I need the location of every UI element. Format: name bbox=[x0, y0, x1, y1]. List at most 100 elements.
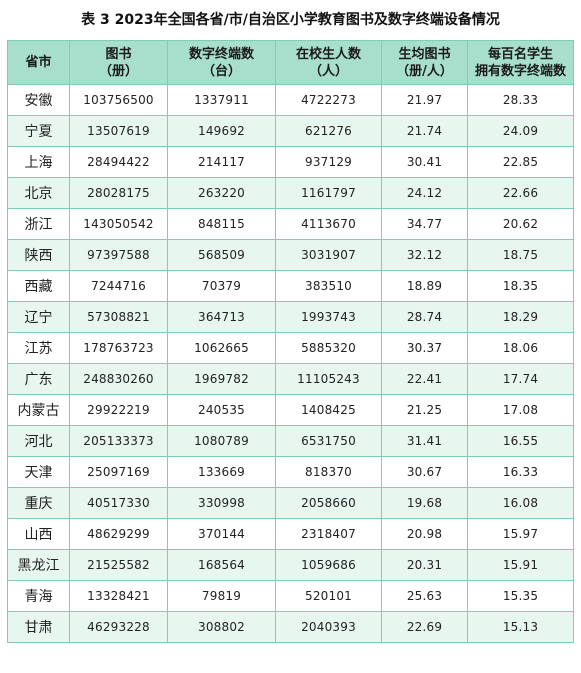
cell-books: 21525582 bbox=[69, 549, 168, 581]
cell-terminals-per-100: 18.35 bbox=[467, 270, 574, 302]
cell-books: 205133373 bbox=[69, 425, 168, 457]
cell-terminals: 308802 bbox=[167, 611, 276, 643]
cell-books: 28494422 bbox=[69, 146, 168, 178]
header-books-unit: （册） bbox=[98, 63, 138, 79]
table-row: 陕西 97397588 568509 3031907 32.12 18.75 bbox=[7, 239, 574, 271]
cell-terminals-per-100: 16.33 bbox=[467, 456, 574, 488]
cell-terminals-per-100: 28.33 bbox=[467, 84, 574, 116]
header-row: 省市 图书 （册） 数字终端数 （台） 在校生人数 （人） 生均图书 （册/人） bbox=[7, 40, 574, 85]
table-row: 上海 28494422 214117 937129 30.41 22.85 bbox=[7, 146, 574, 178]
cell-books-per-student: 34.77 bbox=[381, 208, 468, 240]
cell-terminals-per-100: 16.08 bbox=[467, 487, 574, 519]
cell-terminals-per-100: 18.75 bbox=[467, 239, 574, 271]
header-terminals-per-100-unit: 拥有数字终端数 bbox=[474, 63, 566, 79]
cell-province: 西藏 bbox=[7, 270, 70, 302]
header-terminals-per-100: 每百名学生 拥有数字终端数 bbox=[467, 40, 574, 85]
cell-books: 25097169 bbox=[69, 456, 168, 488]
table-row: 广东 248830260 1969782 11105243 22.41 17.74 bbox=[7, 363, 574, 395]
table-row: 黑龙江 21525582 168564 1059686 20.31 15.91 bbox=[7, 549, 574, 581]
cell-terminals: 79819 bbox=[167, 580, 276, 612]
cell-books: 248830260 bbox=[69, 363, 168, 395]
cell-books: 97397588 bbox=[69, 239, 168, 271]
cell-province: 上海 bbox=[7, 146, 70, 178]
cell-books: 103756500 bbox=[69, 84, 168, 116]
table-row: 山西 48629299 370144 2318407 20.98 15.97 bbox=[7, 518, 574, 550]
table-row: 甘肃 46293228 308802 2040393 22.69 15.13 bbox=[7, 611, 574, 643]
cell-books-per-student: 20.98 bbox=[381, 518, 468, 550]
cell-terminals: 1337911 bbox=[167, 84, 276, 116]
cell-terminals: 168564 bbox=[167, 549, 276, 581]
cell-students: 1161797 bbox=[275, 177, 382, 209]
cell-terminals: 1080789 bbox=[167, 425, 276, 457]
cell-books-per-student: 18.89 bbox=[381, 270, 468, 302]
cell-terminals-per-100: 22.66 bbox=[467, 177, 574, 209]
cell-province: 河北 bbox=[7, 425, 70, 457]
cell-books-per-student: 31.41 bbox=[381, 425, 468, 457]
header-terminals: 数字终端数 （台） bbox=[167, 40, 276, 85]
data-table: 省市 图书 （册） 数字终端数 （台） 在校生人数 （人） 生均图书 （册/人） bbox=[7, 40, 574, 643]
table-body: 安徽 103756500 1337911 4722273 21.97 28.33 宁夏 135… bbox=[7, 84, 574, 643]
cell-province: 北京 bbox=[7, 177, 70, 209]
cell-terminals-per-100: 20.62 bbox=[467, 208, 574, 240]
cell-province: 内蒙古 bbox=[7, 394, 70, 426]
cell-terminals: 848115 bbox=[167, 208, 276, 240]
cell-terminals-per-100: 17.74 bbox=[467, 363, 574, 395]
header-students-label: 在校生人数 bbox=[295, 46, 361, 62]
header-terminals-per-100-label: 每百名学生 bbox=[487, 46, 553, 62]
cell-books-per-student: 19.68 bbox=[381, 487, 468, 519]
cell-terminals: 263220 bbox=[167, 177, 276, 209]
cell-books: 46293228 bbox=[69, 611, 168, 643]
cell-terminals-per-100: 17.08 bbox=[467, 394, 574, 426]
cell-province: 甘肃 bbox=[7, 611, 70, 643]
header-books: 图书 （册） bbox=[69, 40, 168, 85]
cell-province: 安徽 bbox=[7, 84, 70, 116]
cell-books: 178763723 bbox=[69, 332, 168, 364]
cell-books: 13507619 bbox=[69, 115, 168, 147]
table-row: 重庆 40517330 330998 2058660 19.68 16.08 bbox=[7, 487, 574, 519]
header-students-unit: （人） bbox=[308, 63, 348, 79]
table-row: 北京 28028175 263220 1161797 24.12 22.66 bbox=[7, 177, 574, 209]
cell-terminals: 70379 bbox=[167, 270, 276, 302]
cell-students: 818370 bbox=[275, 456, 382, 488]
table-row: 江苏 178763723 1062665 5885320 30.37 18.06 bbox=[7, 332, 574, 364]
cell-terminals-per-100: 15.35 bbox=[467, 580, 574, 612]
table-row: 浙江 143050542 848115 4113670 34.77 20.62 bbox=[7, 208, 574, 240]
table-row: 河北 205133373 1080789 6531750 31.41 16.55 bbox=[7, 425, 574, 457]
cell-students: 1059686 bbox=[275, 549, 382, 581]
table-row: 宁夏 13507619 149692 621276 21.74 24.09 bbox=[7, 115, 574, 147]
header-students: 在校生人数 （人） bbox=[275, 40, 382, 85]
cell-books: 143050542 bbox=[69, 208, 168, 240]
cell-books-per-student: 21.25 bbox=[381, 394, 468, 426]
cell-books-per-student: 30.67 bbox=[381, 456, 468, 488]
header-books-per-student-label: 生均图书 bbox=[398, 46, 451, 62]
cell-province: 青海 bbox=[7, 580, 70, 612]
cell-terminals-per-100: 24.09 bbox=[467, 115, 574, 147]
cell-books: 7244716 bbox=[69, 270, 168, 302]
cell-terminals-per-100: 16.55 bbox=[467, 425, 574, 457]
header-province: 省市 bbox=[7, 40, 70, 85]
table-row: 辽宁 57308821 364713 1993743 28.74 18.29 bbox=[7, 301, 574, 333]
table-row: 青海 13328421 79819 520101 25.63 15.35 bbox=[7, 580, 574, 612]
cell-books-per-student: 22.69 bbox=[381, 611, 468, 643]
cell-books-per-student: 30.41 bbox=[381, 146, 468, 178]
table-row: 天津 25097169 133669 818370 30.67 16.33 bbox=[7, 456, 574, 488]
cell-terminals: 330998 bbox=[167, 487, 276, 519]
cell-province: 天津 bbox=[7, 456, 70, 488]
cell-terminals-per-100: 18.06 bbox=[467, 332, 574, 364]
cell-students: 5885320 bbox=[275, 332, 382, 364]
header-province-label: 省市 bbox=[25, 55, 52, 70]
table-row: 安徽 103756500 1337911 4722273 21.97 28.33 bbox=[7, 84, 574, 116]
table-row: 内蒙古 29922219 240535 1408425 21.25 17.08 bbox=[7, 394, 574, 426]
cell-terminals: 364713 bbox=[167, 301, 276, 333]
table-title: 表 3 2023年全国各省/市/自治区小学教育图书及数字终端设备情况 bbox=[81, 12, 500, 28]
cell-students: 2318407 bbox=[275, 518, 382, 550]
cell-terminals: 240535 bbox=[167, 394, 276, 426]
cell-books-per-student: 22.41 bbox=[381, 363, 468, 395]
cell-province: 黑龙江 bbox=[7, 549, 70, 581]
cell-students: 621276 bbox=[275, 115, 382, 147]
cell-books-per-student: 32.12 bbox=[381, 239, 468, 271]
cell-terminals-per-100: 22.85 bbox=[467, 146, 574, 178]
cell-students: 4722273 bbox=[275, 84, 382, 116]
cell-terminals: 149692 bbox=[167, 115, 276, 147]
cell-terminals: 214117 bbox=[167, 146, 276, 178]
